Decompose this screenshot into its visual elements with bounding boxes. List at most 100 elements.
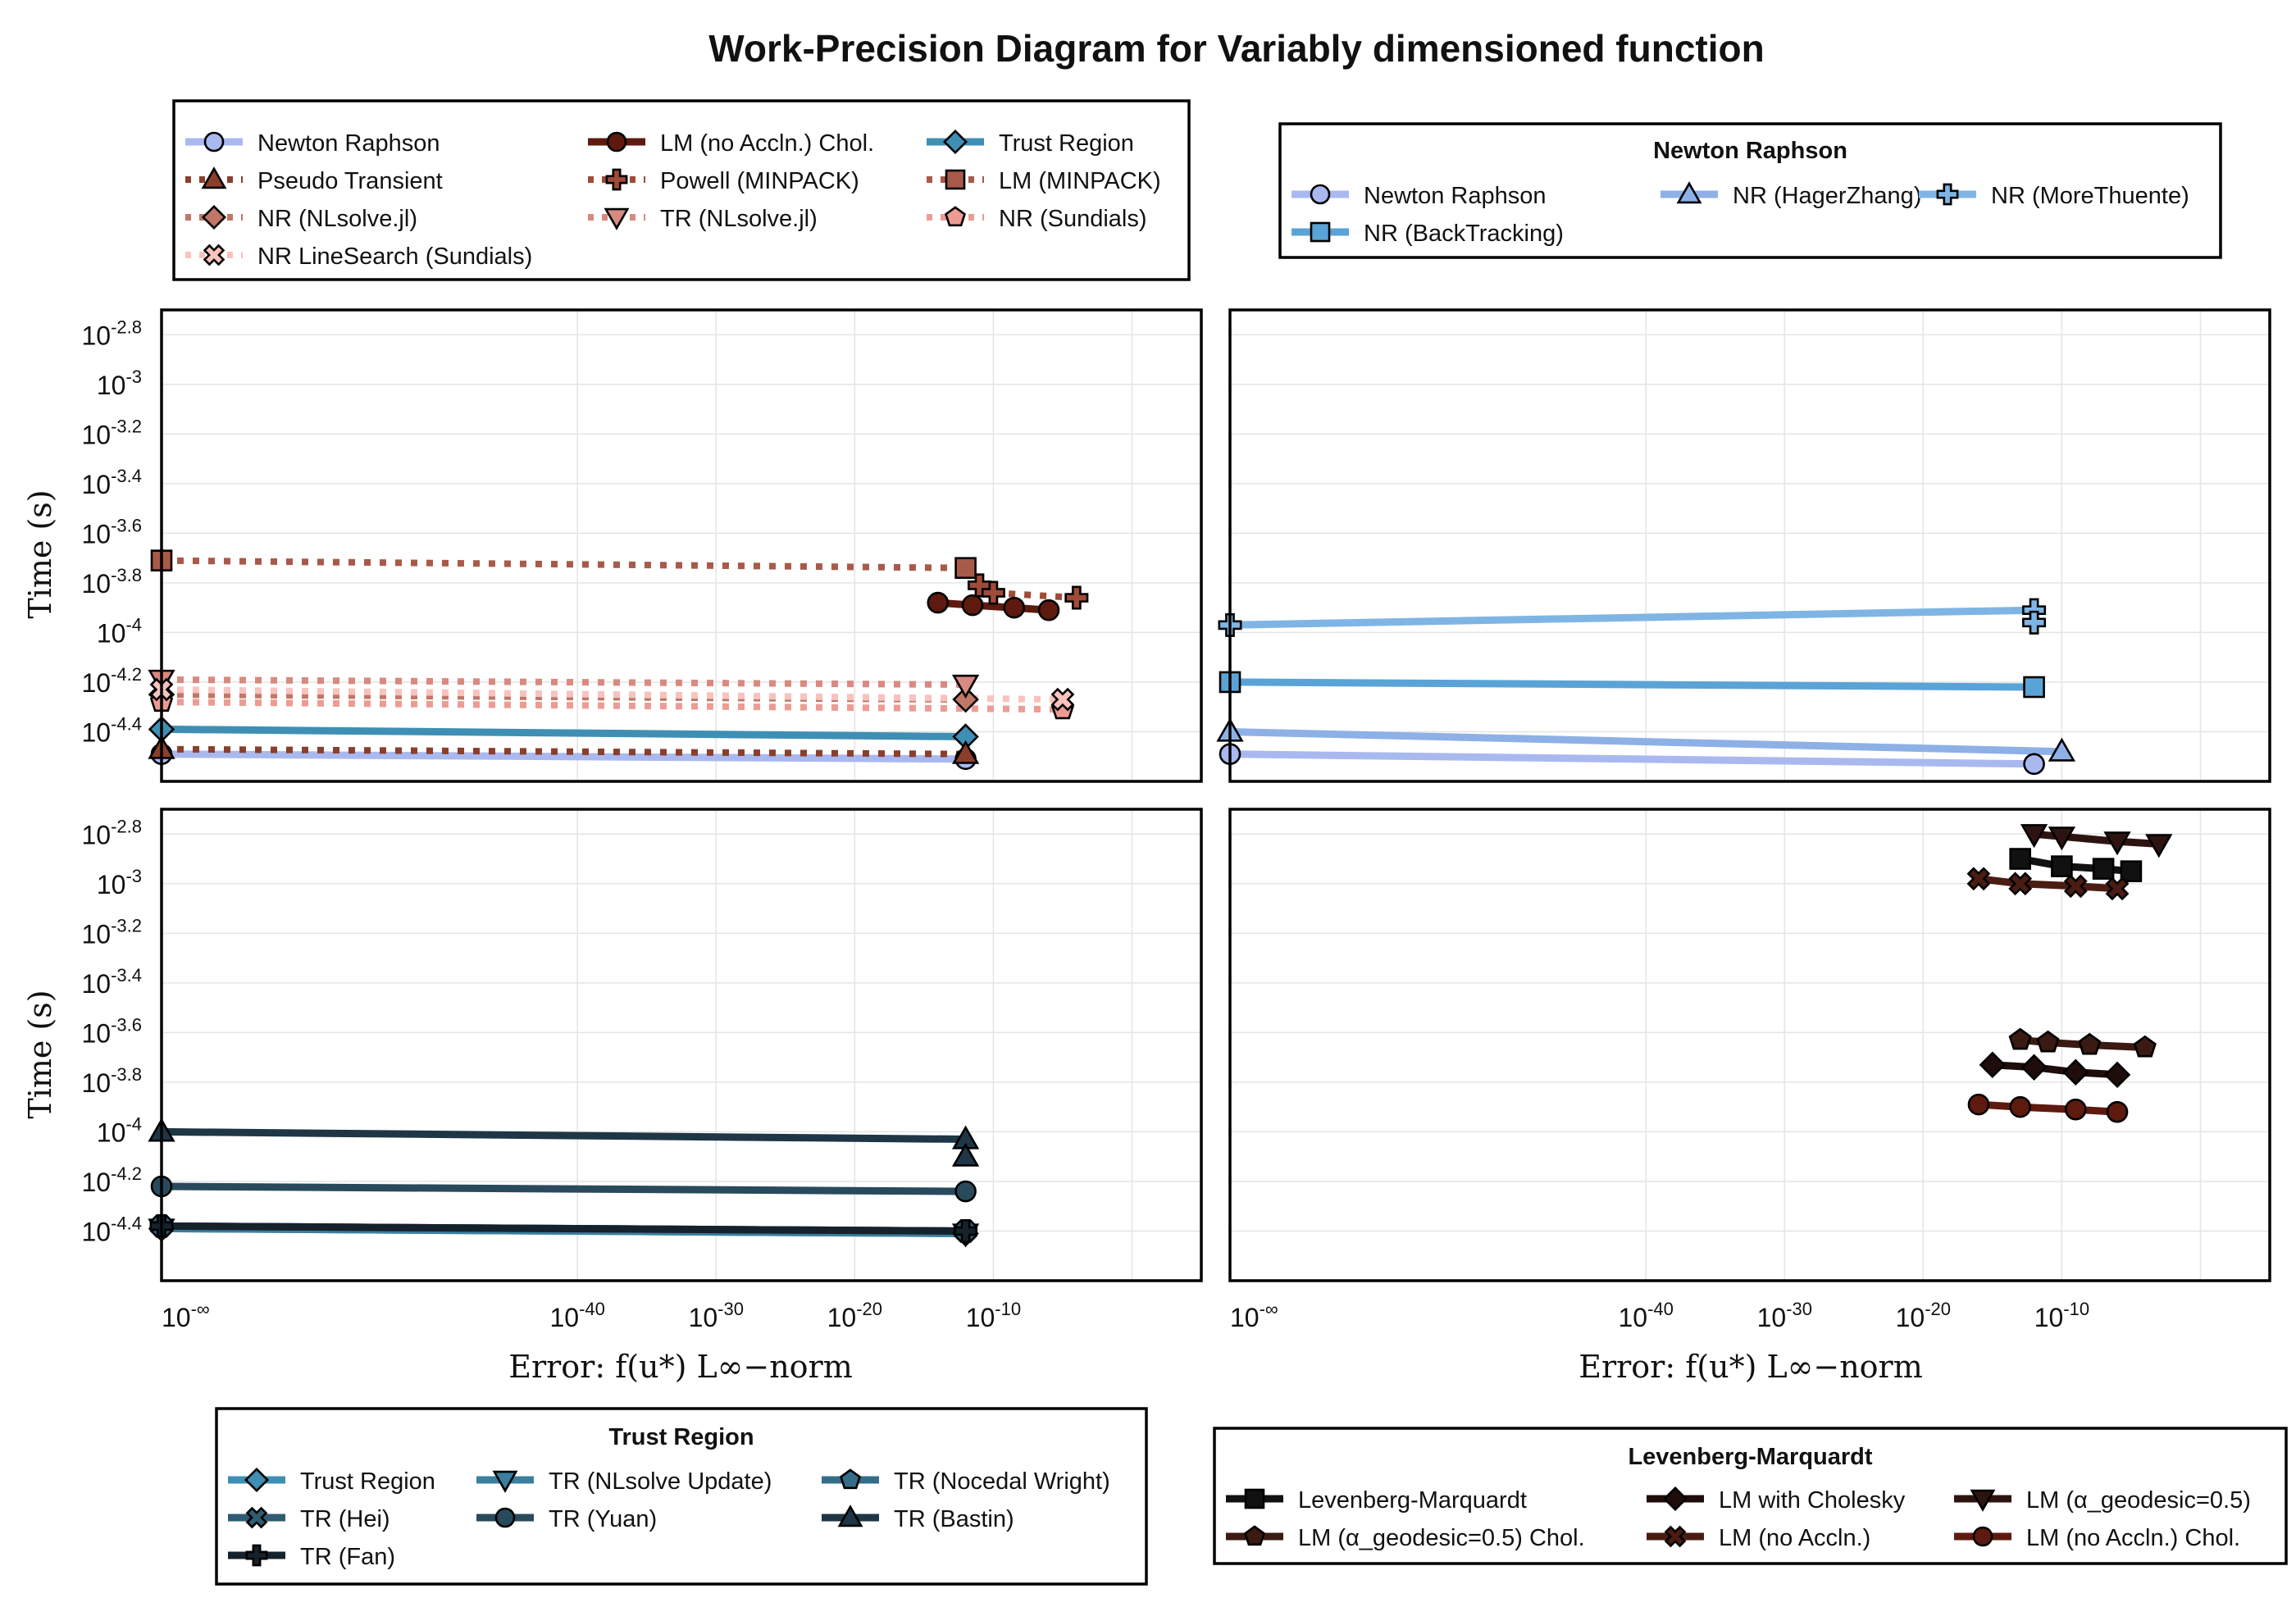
x-axis-label-left: Error: f(u*) L∞−norm [508, 1349, 853, 1385]
data-point [2063, 874, 2088, 899]
legend-marker [942, 129, 968, 155]
y-tick-label: 10-2.8 [81, 816, 142, 849]
series-line [937, 599, 1050, 614]
data-point [961, 594, 984, 617]
x-tick-label: 10-40 [1619, 1299, 1674, 1332]
x-tick-label: 10-20 [827, 1299, 882, 1332]
x-tick-label: 10-10 [2034, 1299, 2089, 1332]
legend-label: NR (BackTracking) [1364, 221, 1564, 247]
series-line [161, 745, 966, 758]
series-line [1978, 1100, 2118, 1116]
legend-label: LM (no Accln.) Chol. [660, 130, 874, 157]
legend-entry: LM (no Accln.) [1647, 1525, 1870, 1551]
series-line [1229, 606, 2039, 629]
grid-layer [161, 310, 2270, 1281]
y-tick-label: 10-3 [97, 366, 142, 400]
legend-marker [604, 207, 630, 230]
legend-label: Powell (MINPACK) [660, 168, 859, 194]
legend-marker [1676, 181, 1702, 204]
y-tick-label: 10-3.2 [81, 416, 142, 449]
legend-marker [1664, 1525, 1687, 1548]
legend-bottom-left: Trust Region Trust Region TR (NLsolve Upda… [215, 1407, 1148, 1586]
legend-marker [605, 168, 628, 191]
series-line [161, 676, 966, 688]
legend-marker [494, 1507, 516, 1528]
y-tick-label: 10-3.4 [81, 466, 142, 499]
legend-entry: LM (no Accln.) Chol. [1954, 1525, 2240, 1551]
data-point [2022, 610, 2047, 635]
data-point [951, 740, 980, 764]
legend-marker [1310, 221, 1331, 243]
legend-label: LM (no Accln.) [1719, 1525, 1870, 1551]
legend-label: Newton Raphson [257, 130, 440, 157]
legend-entry: TR (Fan) [228, 1544, 395, 1570]
legend-marker [839, 1468, 862, 1490]
data-point [954, 1218, 978, 1243]
legend-entry: Trust Region [927, 129, 1134, 157]
legend-entry: NR (BackTracking) [1292, 221, 1564, 247]
legend-label: LM (α_geodesic=0.5) Chol. [1298, 1525, 1585, 1551]
series-line [161, 557, 966, 571]
legend-label: NR LineSearch (Sundials) [257, 244, 532, 270]
legend-label: Trust Region [300, 1468, 435, 1495]
y-tick-label: 10-4.4 [81, 713, 142, 747]
y-tick-label: 10-3.8 [81, 1064, 142, 1098]
legend-marker [1244, 1488, 1265, 1509]
legend-entry: Newton Raphson [1292, 183, 1546, 209]
data-point [951, 1142, 980, 1167]
x-tick-label: 10-30 [689, 1299, 744, 1332]
legend-entry: NR LineSearch (Sundials) [185, 244, 532, 270]
data-point [2105, 876, 2130, 901]
x-tick-label: 10-20 [1896, 1299, 1951, 1332]
legend-label: TR (NLsolve.jl) [660, 206, 818, 232]
legend-entry: TR (NLsolve Update) [476, 1468, 772, 1495]
data-point [981, 580, 1005, 605]
legend-label: Trust Region [999, 130, 1134, 157]
legend-top-left: Newton Raphson LM (no Accln.) Chol. Trust … [172, 99, 1191, 281]
data-point [2078, 1032, 2102, 1055]
legend-label: NR (HagerZhang) [1733, 183, 1921, 209]
y-tick-label: 10-4.2 [81, 1163, 142, 1197]
legend-entry: TR (Hei) [228, 1506, 390, 1532]
legend-label: NR (NLsolve.jl) [257, 206, 417, 232]
legend-top-right: Newton Raphson Newton Raphson NR (HagerZha… [1278, 122, 2222, 259]
legend-label: Newton Raphson [1364, 183, 1546, 209]
legend-label: TR (Yuan) [549, 1506, 657, 1532]
legend-entry: LM (α_geodesic=0.5) [1954, 1487, 2251, 1514]
data-point [2106, 1100, 2129, 1123]
series-line [1229, 678, 2034, 691]
legend-entry: TR (Bastin) [822, 1505, 1014, 1532]
data-point [951, 674, 980, 699]
legend-entry: Powell (MINPACK) [588, 168, 859, 194]
legend-label: TR (Hei) [300, 1506, 390, 1532]
data-point [927, 591, 950, 614]
y-tick-label: 10-3.4 [81, 965, 142, 999]
legend-entry: TR (Yuan) [476, 1506, 657, 1532]
data-point [2023, 753, 2045, 776]
legends-layer: Newton Raphson LM (no Accln.) Chol. Trust … [172, 99, 2288, 1586]
y-tick-label: 10-3.6 [81, 515, 142, 549]
series-line [2019, 855, 2132, 876]
legend-box [172, 99, 1191, 281]
series-line [161, 750, 966, 763]
data-point [2048, 737, 2076, 762]
data-point [1003, 596, 1026, 619]
x-tick-label: 10-40 [550, 1299, 605, 1332]
legend-marker [201, 204, 227, 230]
panel-series-top-left [161, 557, 1077, 763]
legend-entry: LM (α_geodesic=0.5) Chol. [1226, 1525, 1585, 1551]
series-line [161, 686, 1063, 703]
legend-entry: Newton Raphson [185, 130, 440, 157]
legend-marker [203, 244, 226, 266]
panel-frame-bottom-right [1228, 808, 2271, 1282]
panel-frame-bottom-left [160, 808, 1203, 1282]
series-line [161, 699, 1063, 713]
data-point [2092, 858, 2115, 880]
legend-entry: LM (no Accln.) Chol. [588, 130, 874, 157]
legend-label: LM with Cholesky [1719, 1487, 1906, 1514]
legend-marker [606, 131, 627, 153]
x-tick-label: 10-30 [1757, 1299, 1812, 1332]
y-tick-label: 10-3.8 [81, 565, 142, 599]
legend-label: LM (MINPACK) [999, 168, 1161, 194]
legend-entry: TR (NLsolve.jl) [588, 206, 818, 232]
